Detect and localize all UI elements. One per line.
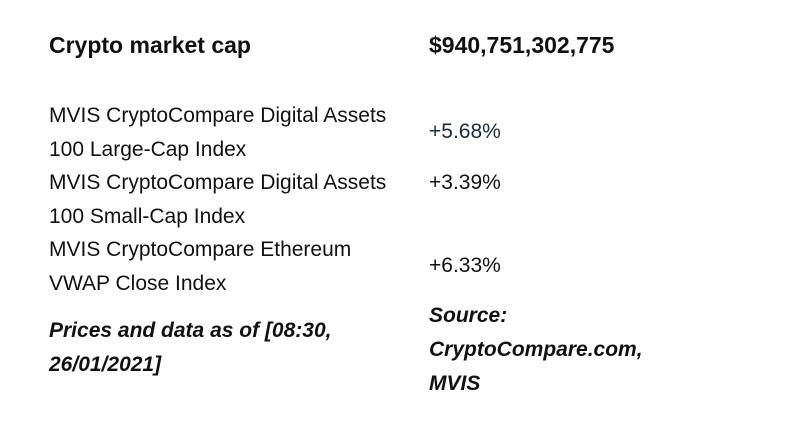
market-cap-label: Crypto market cap bbox=[49, 32, 251, 58]
index-change-large-cap: +5.68% bbox=[429, 120, 501, 143]
index-name-large-cap: MVIS CryptoCompare Digital Assets 100 La… bbox=[49, 104, 387, 161]
timestamp-note: Prices and data as of [08:30, 26/01/2021… bbox=[49, 319, 332, 376]
source-note: Source: CryptoCompare.com, MVIS bbox=[429, 304, 643, 395]
index-change-ethereum-vwap: +6.33% bbox=[429, 254, 501, 277]
index-name-small-cap: MVIS CryptoCompare Digital Assets 100 Sm… bbox=[49, 171, 387, 228]
index-name-ethereum-vwap: MVIS CryptoCompare Ethereum VWAP Close I… bbox=[49, 238, 352, 295]
market-cap-value: $940,751,302,775 bbox=[429, 32, 615, 58]
index-change-small-cap: +3.39% bbox=[429, 171, 501, 194]
